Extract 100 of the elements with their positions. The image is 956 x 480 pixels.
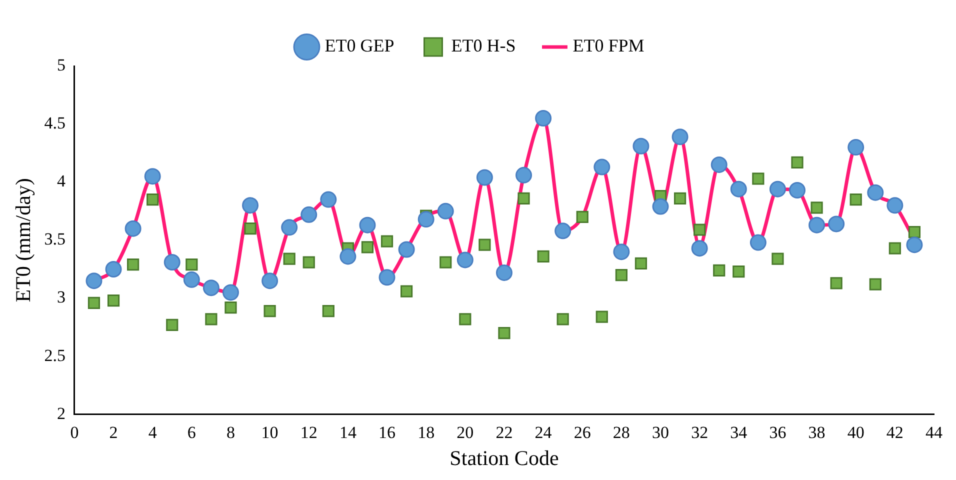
point [554, 222, 572, 240]
point [594, 158, 610, 176]
point [86, 272, 102, 290]
x-tick-label: 8 [226, 423, 235, 442]
point [750, 234, 766, 251]
point [886, 197, 904, 214]
legend-label: ET0 H-S [451, 36, 516, 56]
y-axis-title: ET0 (mm/day) [11, 178, 36, 302]
point [498, 327, 510, 340]
point [380, 235, 394, 248]
point [107, 294, 120, 307]
point [127, 258, 140, 271]
point [322, 304, 334, 318]
point [772, 252, 784, 265]
y-tick-label: 2 [56, 404, 66, 423]
point [632, 138, 650, 154]
point [674, 192, 686, 204]
point [418, 211, 434, 228]
x-tick-label: 28 [612, 423, 630, 442]
point [320, 191, 337, 208]
point [672, 128, 688, 146]
x-tick-label: 22 [496, 423, 513, 442]
x-tick-label: 18 [418, 423, 435, 442]
point [752, 172, 764, 185]
y-tick-label: 3.5 [44, 230, 66, 249]
point [634, 257, 648, 270]
point [281, 219, 298, 236]
point [361, 241, 374, 254]
point [222, 284, 239, 301]
point [144, 168, 161, 185]
point [283, 252, 296, 265]
point [202, 280, 220, 296]
x-tick-label: 42 [886, 423, 904, 442]
point [88, 296, 100, 309]
point [906, 236, 923, 254]
point [262, 272, 278, 290]
point [615, 268, 628, 282]
point [652, 198, 669, 215]
point [576, 210, 588, 224]
x-tick-label: 30 [652, 423, 670, 442]
point [518, 192, 530, 204]
point [478, 238, 491, 251]
x-tick-label: 12 [300, 423, 318, 442]
point [710, 156, 728, 173]
point [105, 260, 122, 278]
x-tick-label: 34 [730, 423, 748, 442]
point [713, 264, 726, 276]
point [166, 318, 178, 332]
y-tick-label: 3 [56, 288, 66, 307]
point [183, 271, 200, 288]
x-tick-label: 0 [70, 423, 79, 442]
x-tick-label: 36 [769, 423, 786, 442]
point [459, 313, 472, 326]
point [556, 313, 569, 326]
point [613, 244, 630, 260]
point [400, 285, 413, 298]
x-tick-label: 14 [339, 423, 357, 442]
x-tick-label: 24 [534, 423, 552, 442]
point [596, 310, 608, 323]
x-axis-title: Station Code [450, 446, 559, 470]
point [848, 139, 864, 156]
point [828, 216, 845, 232]
x-tick-label: 10 [261, 423, 278, 442]
x-tick-label: 40 [847, 423, 864, 442]
point [810, 202, 823, 214]
point [535, 110, 552, 127]
point [732, 266, 745, 278]
point [264, 304, 276, 318]
point [242, 197, 259, 214]
point [850, 194, 862, 206]
point [224, 302, 237, 314]
point [808, 216, 826, 234]
x-tick-label: 44 [926, 423, 943, 442]
x-tick-label: 16 [378, 423, 396, 442]
x-tick-label: 6 [187, 423, 196, 442]
point [789, 182, 806, 199]
point [359, 216, 376, 234]
x-tick-label: 20 [456, 423, 474, 442]
point [440, 256, 452, 268]
point [496, 264, 512, 281]
point [398, 241, 415, 258]
point [730, 180, 747, 198]
point [456, 252, 474, 268]
point [476, 169, 493, 186]
y-tick-label: 2.5 [44, 346, 66, 365]
x-tick-label: 32 [691, 423, 708, 442]
point [867, 184, 884, 201]
point [205, 313, 218, 326]
point [691, 240, 708, 257]
point [537, 250, 550, 263]
point [869, 278, 882, 290]
point [437, 202, 454, 220]
x-tick-label: 2 [109, 423, 118, 442]
point [302, 256, 315, 268]
point [164, 254, 180, 271]
point [340, 248, 356, 265]
legend-label: ET0 GEP [324, 36, 394, 56]
point [908, 226, 921, 238]
point [378, 269, 396, 286]
point [186, 258, 198, 271]
